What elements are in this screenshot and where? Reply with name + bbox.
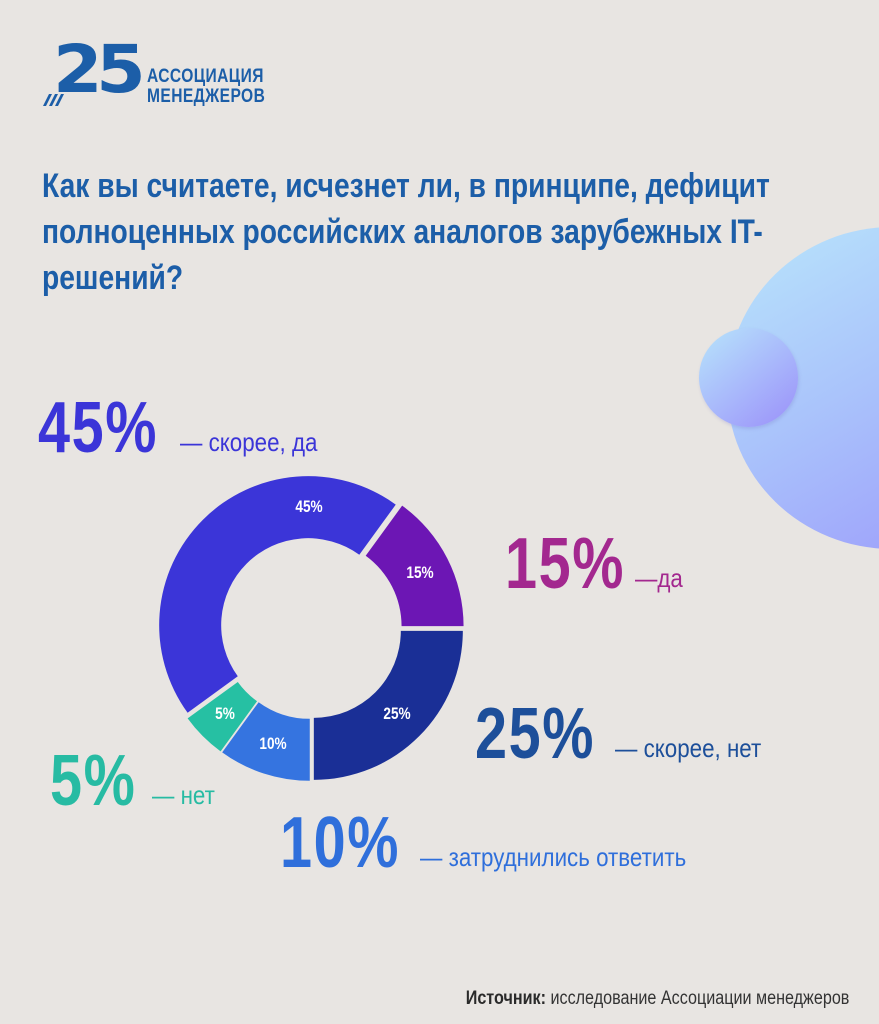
callout-pct: 45% xyxy=(38,388,159,468)
callout-probably-no: 25% — скорее, нет xyxy=(475,694,761,774)
logo: 25 АССОЦИАЦИЯ МЕНЕДЖЕРОВ xyxy=(43,32,283,110)
segment-label: 45% xyxy=(295,497,323,517)
segment-label: 15% xyxy=(406,562,434,582)
segment-probably-no xyxy=(313,630,463,780)
segment-hard-to-say xyxy=(222,702,310,781)
callout-desc: — нет xyxy=(152,780,215,810)
source-label: Источник: xyxy=(465,988,546,1009)
decorative-bubble-small xyxy=(699,328,798,427)
callout-pct: 10% xyxy=(280,803,401,883)
segment-probably-yes xyxy=(159,476,396,713)
chart-title: Как вы считаете, исчезнет ли, в принципе… xyxy=(42,167,770,297)
callout-desc: — скорее, да xyxy=(180,427,318,457)
segment-label: 10% xyxy=(259,734,287,754)
callout-desc: — скорее, нет xyxy=(615,733,762,763)
callout-hard-to-say: 10% — затруднились ответить xyxy=(280,803,686,883)
logo-line-1: АССОЦИАЦИЯ xyxy=(147,66,264,87)
callout-no: 5% — нет xyxy=(50,741,215,821)
segment-label: 25% xyxy=(383,704,411,724)
segment-yes xyxy=(365,505,464,627)
callout-desc: — затруднились ответить xyxy=(420,842,687,872)
logo-stripes-icon xyxy=(43,94,64,106)
source-note: Источник: исследование Ассоциации менедж… xyxy=(465,988,849,1010)
callout-probably-yes: 45% — скорее, да xyxy=(38,388,317,468)
callout-yes: 15% —да xyxy=(505,524,683,604)
callout-desc: —да xyxy=(635,563,683,593)
segment-no xyxy=(187,681,258,752)
callout-pct: 5% xyxy=(50,741,137,821)
logo-number: 25 xyxy=(53,31,146,108)
logo-line-2: МЕНЕДЖЕРОВ xyxy=(147,86,266,107)
callout-pct: 25% xyxy=(475,694,596,774)
source-text: исследование Ассоциации менеджеров xyxy=(545,988,849,1009)
callout-pct: 15% xyxy=(505,524,626,604)
logo-text: АССОЦИАЦИЯ МЕНЕДЖЕРОВ xyxy=(147,67,265,107)
segment-label: 5% xyxy=(214,704,235,724)
